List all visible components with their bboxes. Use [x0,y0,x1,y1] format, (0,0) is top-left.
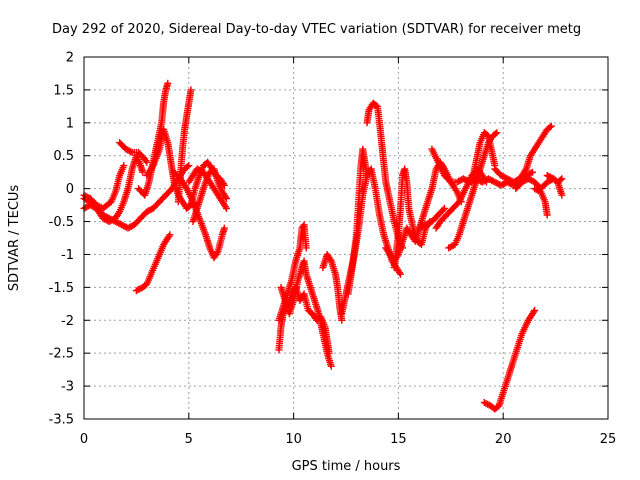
series-arc-19 [363,99,407,252]
plus-markers [491,122,555,186]
series-arc-21 [390,165,434,272]
series-arc-26 [468,129,499,186]
plus-markers [275,221,310,324]
y-tick-label: 0 [66,182,74,197]
plus-markers [132,231,174,295]
y-tick-label: -1 [61,248,74,263]
y-tick-label: -2 [61,314,74,329]
x-tick-label: 15 [390,432,407,447]
x-axis-label: GPS time / hours [292,459,401,474]
plus-markers [189,165,230,225]
series-arc-25 [445,129,501,252]
plus-markers [480,306,539,413]
y-tick-label: 0.5 [53,149,74,164]
series-arc-14 [277,257,335,370]
y-axis-label: SDTVAR / TECUs [7,185,22,292]
plus-markers [445,129,501,252]
plus-markers [363,99,407,252]
x-tick-label: 10 [285,432,302,447]
series-arc-10 [170,168,228,262]
series-arc-12 [189,165,230,225]
y-tick-label: -2.5 [49,347,74,362]
plus-markers [390,165,434,272]
chart-title: Day 292 of 2020, Sidereal Day-to-day VTE… [52,22,581,37]
x-tick-label: 5 [185,432,193,447]
x-tick-label: 0 [80,432,88,447]
series-arc-31 [480,306,539,413]
y-tick-label: -3 [61,380,74,395]
y-tick-label: -0.5 [49,215,74,230]
plus-markers [277,257,335,370]
series-arc-27 [491,122,555,186]
axis-ticks: -3.5-3-2.5-2-1.5-1-0.500.511.520 5 10 15 20 2… [49,51,617,448]
y-tick-label: 1.5 [53,83,74,98]
x-tick-label: 25 [600,432,617,447]
series-arc-15 [275,221,310,324]
series-arc-30 [543,172,566,186]
series-arc-29 [531,185,551,219]
y-tick-label: -1.5 [49,281,74,296]
plus-markers [543,172,566,186]
plus-markers [170,168,228,262]
x-tick-label: 20 [495,432,512,447]
series-arc-16 [319,251,346,324]
plus-markers [531,185,551,219]
y-tick-label: -3.5 [49,413,74,428]
plus-markers [319,251,346,324]
plus-markers [344,145,371,298]
series-arc-18 [344,145,371,298]
data-marks [80,79,566,413]
y-tick-label: 1 [66,116,74,131]
plot-frame [83,56,609,420]
series-arc-6 [132,231,174,295]
plus-markers [468,129,499,186]
y-tick-label: 2 [66,51,74,66]
